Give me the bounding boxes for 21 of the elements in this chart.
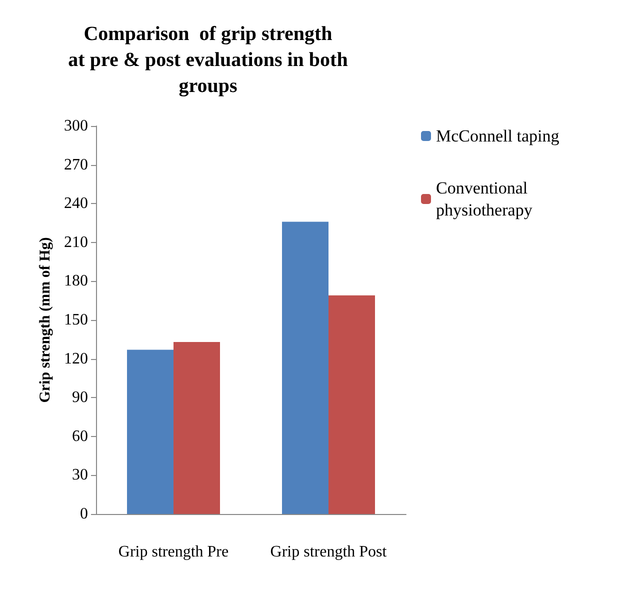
y-tick-label: 180 bbox=[64, 272, 88, 290]
bar bbox=[282, 222, 328, 514]
y-axis-title: Grip strength (mm of Hg) bbox=[38, 237, 54, 403]
bar bbox=[174, 342, 220, 514]
y-tick-label: 300 bbox=[64, 118, 88, 134]
y-tick-label: 210 bbox=[64, 234, 88, 251]
bar bbox=[328, 295, 375, 514]
chart-title: Comparison of grip strength at pre & post evaluations in both groups bbox=[68, 23, 348, 97]
y-tick-label: 90 bbox=[72, 389, 88, 406]
y-tick-label: 240 bbox=[64, 195, 88, 212]
y-tick-label: 0 bbox=[80, 506, 88, 522]
y-tick-label: 120 bbox=[64, 350, 88, 368]
bar bbox=[127, 350, 174, 514]
y-tick-label: 60 bbox=[72, 428, 88, 445]
y-tick-label: 270 bbox=[64, 156, 88, 174]
legend-label: McConnell taping bbox=[436, 126, 560, 146]
y-tick-label: 150 bbox=[64, 312, 88, 328]
y-tick-label: 30 bbox=[72, 466, 88, 484]
legend-label: Conventional physiotherapy bbox=[436, 178, 533, 220]
x-tick-label: Grip strength Pre bbox=[118, 544, 229, 560]
x-tick-label: Grip strength Post bbox=[270, 544, 388, 560]
